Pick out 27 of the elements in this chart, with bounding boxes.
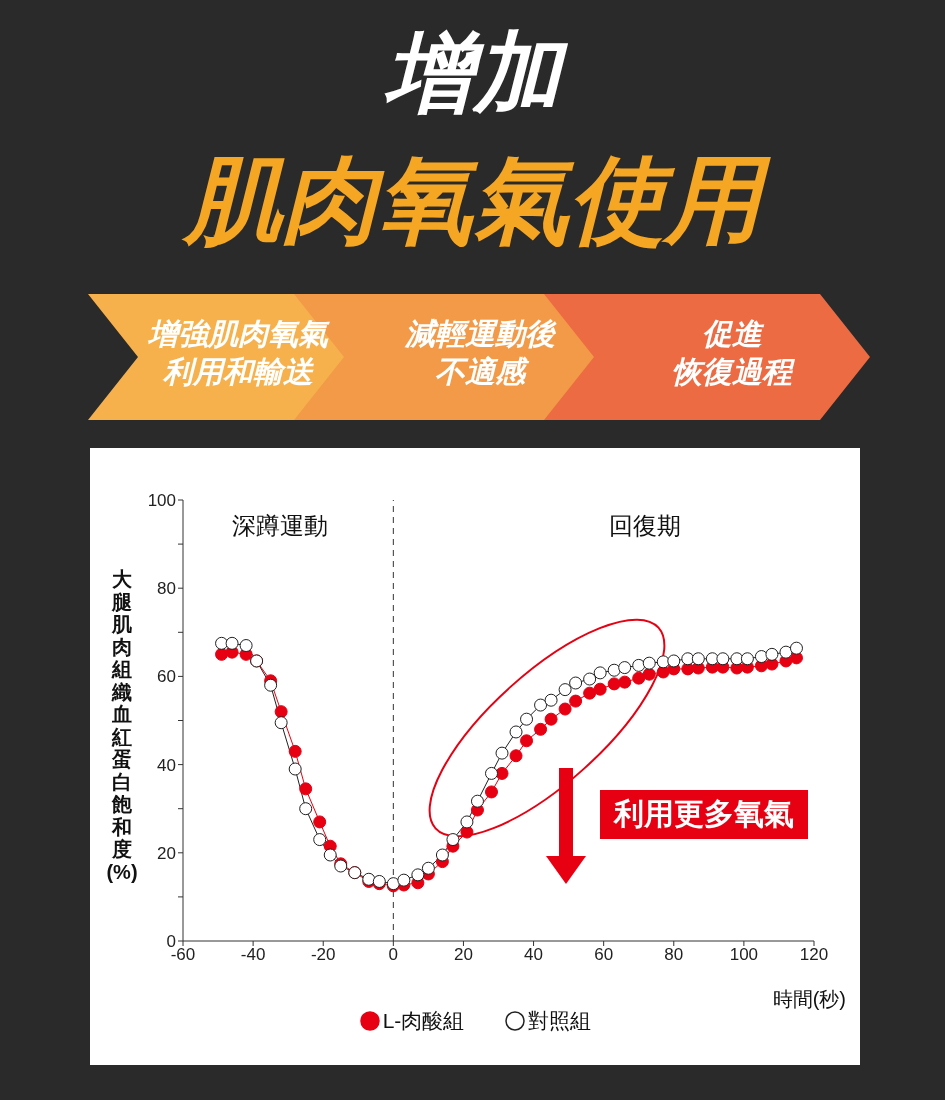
y-tick-label: 20 [157,843,176,863]
annotation: 利用更多氧氣 [600,790,808,839]
y-tick-label: 0 [166,932,176,952]
x-tick-label: -40 [240,945,266,965]
x-tick-label: 80 [664,945,684,965]
y-tick-label: 60 [157,667,176,687]
text: 增強肌肉氧氣利用和輸送 [147,316,331,390]
x-tick-label: 120 [799,945,829,965]
x-tick-label: 0 [388,945,399,965]
x-tick-label: 100 [729,945,759,965]
x-tick-label: -20 [310,945,336,965]
text: 促進恢復過程 [671,316,796,390]
text: 減輕運動後不適感 [404,316,558,390]
text: 大腿肌肉組織血紅蛋白飽和度(%) [106,568,138,883]
x-tick-label: 20 [453,945,473,965]
y-tick-label: 100 [147,491,176,511]
chart-title: 增加 [383,22,569,124]
chart-subtitle: 肌肉氧氣使用 [181,145,772,255]
legend-label: 對照組 [527,1008,592,1034]
annotation: 深蹲運動 [231,511,329,541]
y-tick-label: 80 [157,579,176,599]
y-tick-label: 40 [157,755,176,775]
x-axis-title: 時間(秒) [772,987,846,1012]
legend-label: L-肉酸組 [381,1008,465,1034]
x-tick-label: 60 [594,945,614,965]
x-tick-label: 40 [524,945,544,965]
annotation: 回復期 [608,511,682,541]
